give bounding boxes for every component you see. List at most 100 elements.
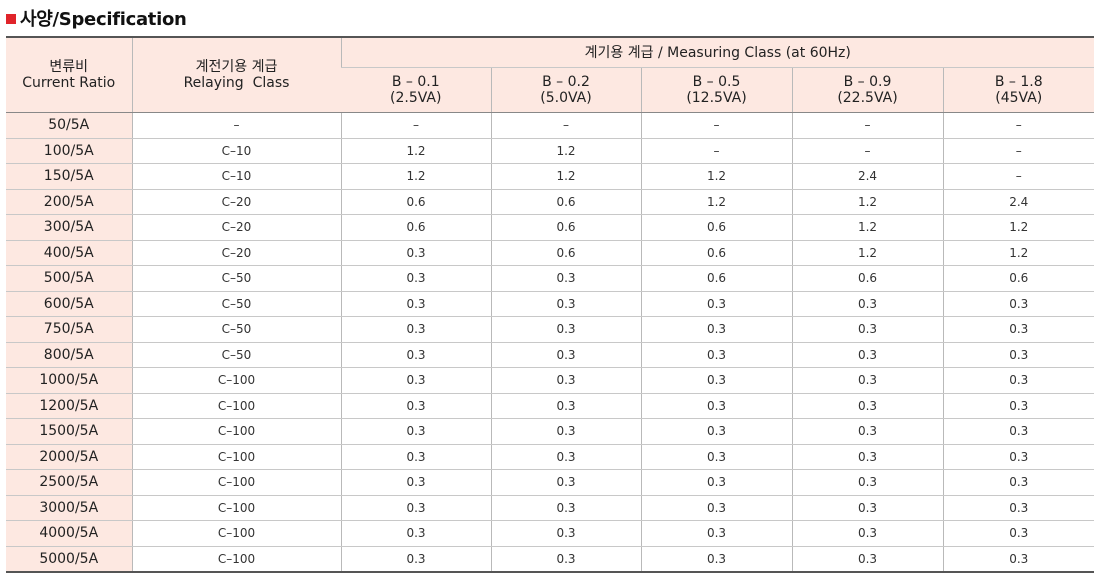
- cell-measuring-value: 0.3: [791, 495, 943, 521]
- cell-current-ratio: 300/5A: [6, 214, 132, 241]
- cell-relaying-class: C–100: [131, 418, 341, 445]
- cell-measuring-value: 0.3: [942, 469, 1095, 496]
- table-row: 800/5A C–50 0.3 0.3 0.3 0.3 0.3: [6, 342, 1095, 368]
- cell-measuring-value: 0.3: [942, 444, 1095, 470]
- cell-measuring-value: 0.3: [640, 495, 792, 521]
- table-row: 50/5A – – – – – –: [6, 112, 1095, 139]
- cell-measuring-value: 1.2: [640, 189, 792, 215]
- cell-relaying-class: C–10: [131, 163, 341, 190]
- cell-measuring-value: 0.3: [791, 367, 943, 394]
- burden-va: (45VA): [995, 90, 1043, 106]
- page-title: 사양/Specification: [20, 9, 187, 30]
- cell-measuring-value: 1.2: [942, 240, 1095, 266]
- cell-measuring-value: 0.3: [490, 316, 641, 343]
- burden-label: B – 0.5: [692, 74, 741, 90]
- cell-current-ratio: 2500/5A: [6, 469, 132, 496]
- burden-va: (2.5VA): [390, 90, 442, 106]
- cell-measuring-value: 0.6: [640, 240, 792, 266]
- cell-measuring-value: 2.4: [791, 163, 943, 190]
- header-ratio-ko: 변류비: [49, 59, 89, 75]
- cell-relaying-class: C–100: [131, 393, 341, 419]
- specification-table: 변류비 Current Ratio 계전기용 계급 Relaying Class…: [6, 36, 1095, 573]
- header-relaying-class: 계전기용 계급 Relaying Class: [131, 37, 341, 113]
- cell-current-ratio: 400/5A: [6, 240, 132, 266]
- cell-measuring-value: 0.3: [490, 291, 641, 317]
- cell-current-ratio: 50/5A: [6, 112, 132, 139]
- burden-va: (5.0VA): [540, 90, 592, 106]
- cell-relaying-class: C–100: [131, 520, 341, 547]
- cell-measuring-value: 2.4: [942, 189, 1095, 215]
- cell-measuring-value: 0.3: [340, 367, 491, 394]
- cell-measuring-value: 0.6: [942, 265, 1095, 292]
- header-burden: B – 0.9 (22.5VA): [791, 67, 943, 113]
- cell-measuring-value: 0.3: [490, 342, 641, 368]
- cell-measuring-value: 1.2: [340, 138, 491, 164]
- burden-label: B – 0.9: [843, 74, 892, 90]
- cell-measuring-value: –: [640, 112, 792, 139]
- cell-measuring-value: –: [490, 112, 641, 139]
- cell-measuring-value: –: [942, 112, 1095, 139]
- cell-measuring-value: 1.2: [791, 240, 943, 266]
- table-body: 50/5A – – – – – –100/5A C–10 1.2 1.2– – –150/5A C–10…: [6, 112, 1095, 573]
- cell-measuring-value: 0.3: [791, 316, 943, 343]
- cell-measuring-value: 0.6: [640, 214, 792, 241]
- cell-measuring-value: 0.6: [640, 265, 792, 292]
- cell-measuring-value: 0.3: [942, 291, 1095, 317]
- cell-current-ratio: 2000/5A: [6, 444, 132, 470]
- table-row: 2000/5A C–100 0.3 0.3 0.3 0.3 0.3: [6, 444, 1095, 470]
- cell-current-ratio: 5000/5A: [6, 546, 132, 573]
- cell-measuring-value: 0.3: [791, 291, 943, 317]
- cell-measuring-value: 0.3: [340, 469, 491, 496]
- table-row: 1000/5A C–100 0.3 0.3 0.3 0.3 0.3: [6, 367, 1095, 394]
- cell-current-ratio: 1200/5A: [6, 393, 132, 419]
- header-burden: B – 0.1 (2.5VA): [341, 67, 491, 113]
- table-row: 3000/5A C–100 0.3 0.3 0.3 0.3 0.3: [6, 495, 1095, 521]
- cell-measuring-value: 0.3: [340, 393, 491, 419]
- table-row: 5000/5A C–100 0.3 0.3 0.3 0.3 0.3: [6, 546, 1095, 573]
- cell-measuring-value: 0.3: [340, 342, 491, 368]
- cell-measuring-value: 0.3: [640, 520, 792, 547]
- cell-current-ratio: 750/5A: [6, 316, 132, 343]
- cell-measuring-value: –: [791, 112, 943, 139]
- header-relaying-en: Relaying Class: [183, 75, 290, 91]
- table-row: 1200/5A C–100 0.3 0.3 0.3 0.3 0.3: [6, 393, 1095, 419]
- cell-measuring-value: 0.3: [791, 342, 943, 368]
- cell-measuring-value: 0.3: [640, 444, 792, 470]
- table-row: 400/5A C–20 0.3 0.6 0.6 1.2 1.2: [6, 240, 1095, 266]
- burden-va: (12.5VA): [686, 90, 747, 106]
- cell-current-ratio: 3000/5A: [6, 495, 132, 521]
- cell-relaying-class: C–100: [131, 546, 341, 573]
- table-row: 300/5A C–20 0.6 0.6 0.6 1.2 1.2: [6, 214, 1095, 241]
- burden-va: (22.5VA): [837, 90, 898, 106]
- table-row: 200/5A C–20 0.6 0.6 1.2 1.2 2.4: [6, 189, 1095, 215]
- cell-measuring-value: –: [942, 163, 1095, 190]
- cell-measuring-value: 0.3: [640, 469, 792, 496]
- table-row: 500/5A C–50 0.3 0.3 0.6 0.6 0.6: [6, 265, 1095, 292]
- cell-measuring-value: 0.3: [490, 393, 641, 419]
- cell-measuring-value: 0.3: [791, 469, 943, 496]
- header-current-ratio: 변류비 Current Ratio: [6, 37, 132, 113]
- cell-relaying-class: C–100: [131, 469, 341, 496]
- cell-measuring-value: 0.3: [340, 444, 491, 470]
- cell-measuring-value: 0.3: [791, 444, 943, 470]
- cell-measuring-value: 1.2: [340, 163, 491, 190]
- cell-relaying-class: C–50: [131, 291, 341, 317]
- cell-measuring-value: 0.3: [942, 342, 1095, 368]
- red-square-icon: [6, 13, 16, 24]
- cell-measuring-value: 0.3: [340, 240, 491, 266]
- cell-current-ratio: 500/5A: [6, 265, 132, 292]
- cell-measuring-value: 0.3: [640, 291, 792, 317]
- cell-measuring-value: 0.3: [340, 418, 491, 445]
- cell-measuring-value: 0.3: [942, 418, 1095, 445]
- cell-measuring-value: 0.3: [490, 546, 641, 573]
- cell-measuring-value: –: [942, 138, 1095, 164]
- header-measuring-class: 계기용 계급 / Measuring Class (at 60Hz): [340, 37, 1095, 68]
- cell-measuring-value: 0.3: [942, 495, 1095, 521]
- cell-relaying-class: C–50: [131, 316, 341, 343]
- cell-measuring-value: 1.2: [791, 189, 943, 215]
- cell-measuring-value: 1.2: [791, 214, 943, 241]
- header-ratio-en: Current Ratio: [22, 75, 116, 91]
- cell-measuring-value: 0.3: [640, 316, 792, 343]
- cell-relaying-class: C–20: [131, 189, 341, 215]
- cell-measuring-value: 1.2: [490, 138, 641, 164]
